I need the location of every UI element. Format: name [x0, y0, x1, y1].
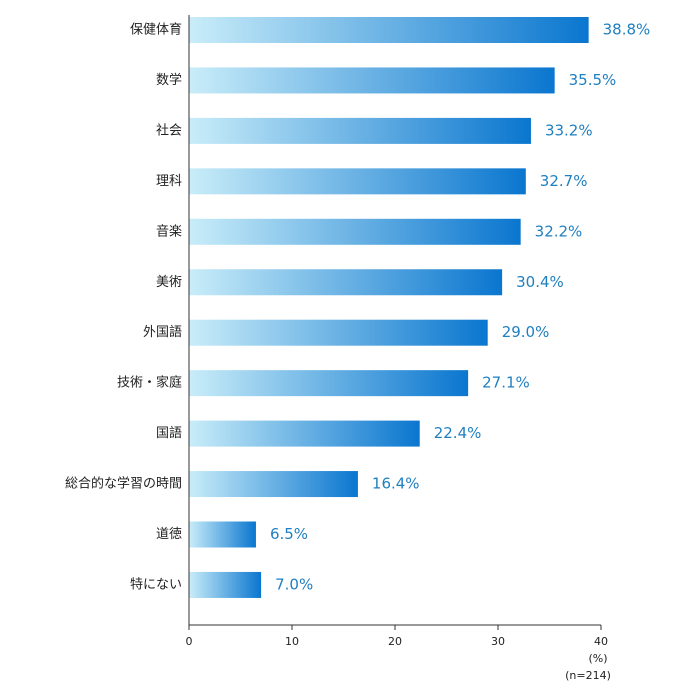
- value-label: 38.8%: [603, 21, 651, 39]
- x-unit-label: (%): [588, 652, 607, 665]
- value-label: 27.1%: [482, 374, 530, 392]
- value-label: 6.5%: [270, 525, 308, 543]
- y-tick-label: 美術: [156, 275, 182, 290]
- y-tick-label: 技術・家庭: [117, 375, 182, 391]
- y-tick-label: 特にない: [130, 577, 182, 592]
- bar: [189, 521, 256, 548]
- x-tick-label: 20: [388, 635, 402, 648]
- value-label: 7.0%: [275, 575, 313, 593]
- x-tick-label: 10: [285, 635, 299, 648]
- bar: [189, 168, 526, 195]
- bar: [189, 117, 531, 144]
- bar: [189, 571, 262, 598]
- y-tick-label: 社会: [156, 122, 182, 138]
- x-tick-label: 40: [594, 635, 608, 648]
- value-label: 29.0%: [502, 323, 550, 341]
- y-tick-label: 総合的な学習の時間: [65, 476, 182, 492]
- value-label: 22.4%: [434, 424, 482, 442]
- bar: [189, 269, 503, 296]
- value-label: 35.5%: [569, 71, 617, 89]
- x-tick-label: 30: [491, 635, 505, 648]
- x-tick-label: 0: [186, 635, 193, 648]
- bar: [189, 218, 521, 245]
- value-label: 16.4%: [372, 475, 420, 493]
- y-tick-label: 数学: [156, 72, 182, 88]
- value-label: 32.2%: [535, 222, 583, 240]
- y-tick-label: 外国語: [143, 324, 182, 340]
- y-tick-label: 道徳: [156, 527, 182, 542]
- bar: [189, 67, 555, 94]
- value-label: 33.2%: [545, 121, 593, 139]
- y-tick-label: 国語: [156, 425, 182, 441]
- bar: [189, 420, 420, 447]
- y-tick-label: 理科: [156, 174, 182, 189]
- bar: [189, 471, 358, 498]
- bar: [189, 17, 589, 43]
- value-label: 32.7%: [540, 172, 588, 190]
- bar: [189, 370, 469, 397]
- bar: [189, 319, 488, 346]
- sample-note: (n=214): [565, 669, 611, 682]
- value-label: 30.4%: [516, 273, 564, 291]
- y-tick-label: 音楽: [156, 223, 182, 239]
- y-tick-label: 保健体育: [130, 22, 182, 38]
